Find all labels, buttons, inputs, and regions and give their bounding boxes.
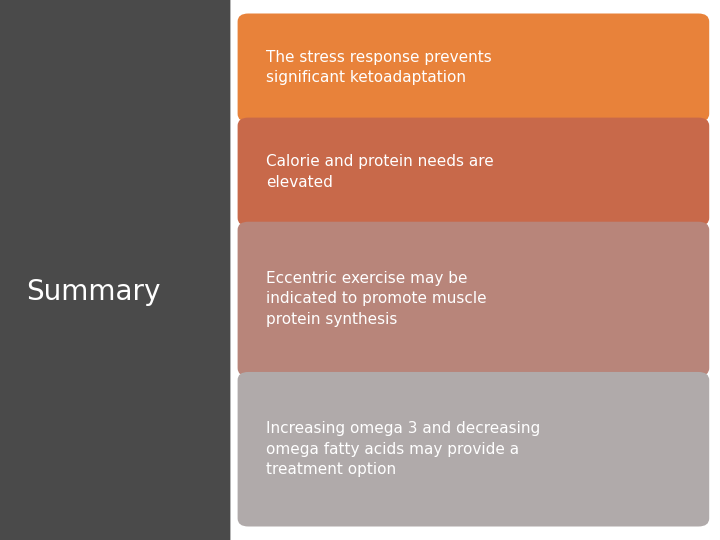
Text: Increasing omega 3 and decreasing
omega fatty acids may provide a
treatment opti: Increasing omega 3 and decreasing omega … — [266, 421, 541, 477]
FancyBboxPatch shape — [0, 0, 230, 540]
Text: Calorie and protein needs are
elevated: Calorie and protein needs are elevated — [266, 154, 494, 190]
Text: The stress response prevents
significant ketoadaptation: The stress response prevents significant… — [266, 50, 492, 85]
Text: Summary: Summary — [27, 278, 161, 306]
FancyBboxPatch shape — [238, 14, 709, 122]
Text: Eccentric exercise may be
indicated to promote muscle
protein synthesis: Eccentric exercise may be indicated to p… — [266, 271, 487, 327]
FancyBboxPatch shape — [238, 372, 709, 526]
FancyBboxPatch shape — [238, 118, 709, 226]
FancyBboxPatch shape — [238, 222, 709, 376]
